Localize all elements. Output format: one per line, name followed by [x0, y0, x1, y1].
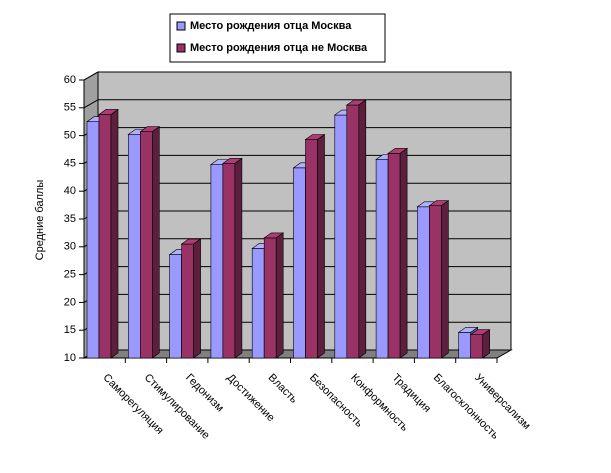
- bar-front: [140, 131, 153, 359]
- bar-side: [441, 200, 449, 359]
- bar: [345, 99, 367, 359]
- y-tick-label: 45: [64, 157, 76, 169]
- bar: [263, 232, 285, 359]
- grid-line-side: [83, 71, 99, 81]
- bar-front: [169, 254, 182, 359]
- bar-front: [375, 159, 389, 359]
- bar: [428, 200, 450, 359]
- bar-side: [234, 157, 243, 359]
- bar-side: [358, 99, 367, 359]
- y-tick-label: 35: [64, 213, 76, 225]
- y-tick-label: 20: [64, 296, 76, 308]
- bar-side: [110, 108, 119, 359]
- y-tick-label: 60: [64, 74, 76, 86]
- y-axis-label: Средние баллы: [34, 180, 46, 261]
- bar-side: [482, 329, 491, 359]
- y-tick-label: 15: [64, 324, 76, 336]
- legend-swatch: [176, 21, 186, 31]
- bar-front: [429, 205, 442, 359]
- bar: [139, 126, 161, 359]
- y-tick-label: 30: [64, 241, 76, 253]
- x-tick-label: Власть: [266, 372, 300, 406]
- legend-label: Место рождения отца Москва: [190, 20, 352, 32]
- bar-front: [417, 206, 430, 359]
- bar-front: [222, 163, 236, 359]
- bar-front: [86, 121, 100, 359]
- bar: [98, 108, 119, 359]
- bar-side: [275, 232, 284, 359]
- y-tick-label: 55: [64, 102, 76, 114]
- bar-front: [251, 248, 265, 359]
- bar-side: [193, 238, 201, 359]
- bar-side: [152, 126, 160, 359]
- y-tick-label: 50: [64, 130, 76, 142]
- bar: [304, 133, 326, 359]
- bar-side: [317, 133, 325, 359]
- y-tick-label: 10: [64, 352, 76, 364]
- y-tick-label: 25: [64, 269, 76, 281]
- legend-box: [169, 13, 386, 63]
- bar-front: [305, 139, 318, 359]
- bar-front: [210, 164, 224, 359]
- bar-front: [346, 104, 360, 359]
- bar-front: [181, 243, 194, 359]
- bar-front: [470, 334, 484, 359]
- bar-front: [293, 167, 306, 359]
- legend-label: Место рождения отца не Москва: [190, 42, 368, 54]
- bar: [387, 147, 409, 359]
- bar: [180, 238, 202, 359]
- bar-front: [458, 332, 472, 359]
- bar: [221, 157, 243, 359]
- legend-swatch: [176, 43, 186, 53]
- bar-front: [98, 114, 112, 359]
- x-tick-label: Традиция: [390, 372, 433, 415]
- bar-front: [387, 153, 401, 359]
- y-tick-label: 40: [64, 185, 76, 197]
- bar-front: [263, 237, 277, 359]
- bar-front: [128, 134, 141, 359]
- bar-side: [399, 147, 408, 359]
- grid-line-side: [83, 99, 99, 109]
- x-tick-label: Гедонизм: [183, 372, 226, 415]
- bar: [469, 329, 491, 359]
- bar-front: [334, 114, 348, 359]
